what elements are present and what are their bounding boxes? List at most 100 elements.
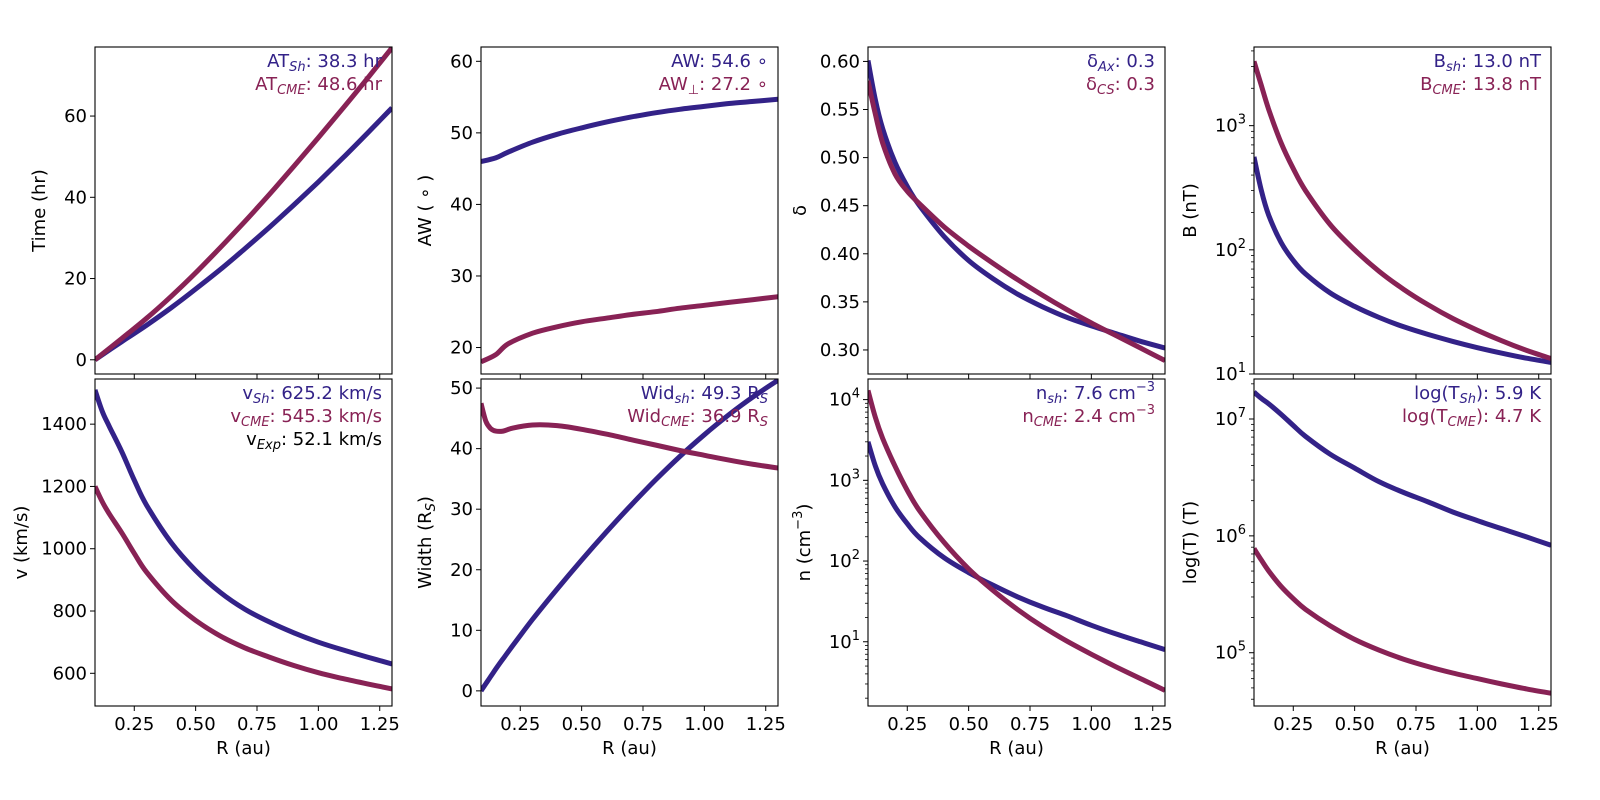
text-span: Wid bbox=[627, 406, 661, 427]
text-span: v bbox=[242, 383, 253, 404]
y-tick-label: 1400 bbox=[41, 414, 87, 435]
text-span: ): 5.9 K bbox=[1476, 383, 1542, 404]
y-tick-label: 10 bbox=[450, 620, 473, 641]
x-tick-label: 0.50 bbox=[1335, 714, 1375, 735]
x-axis-label: R (au) bbox=[989, 738, 1044, 759]
text-span: ⊥ bbox=[688, 83, 699, 98]
y-tick-label: 105 bbox=[1215, 640, 1246, 664]
y-tick-label: 0.50 bbox=[820, 148, 860, 169]
text-span: CME bbox=[661, 415, 690, 430]
series-line-cme bbox=[95, 485, 392, 692]
series-line-shock bbox=[95, 389, 392, 667]
y-tick-label: 600 bbox=[53, 663, 87, 684]
text-span: : 7.6 cm bbox=[1062, 383, 1136, 404]
annotation-cme: log(TCME): 4.7 K bbox=[1402, 406, 1542, 430]
x-tick-label: 1.25 bbox=[360, 714, 400, 735]
panel-width: 0.25 0.50 0.75 1.00 1.25 R (au) 0 10 20 30 40 50 Wid… bbox=[415, 378, 786, 759]
series-line-cme bbox=[1254, 60, 1551, 361]
text-span: : 52.1 km/s bbox=[281, 429, 382, 450]
annotation-cme: nCME: 2.4 cm−3 bbox=[1022, 403, 1155, 430]
y-axis-label: AW ( ∘ ) bbox=[415, 175, 436, 247]
y-tick-label: 107 bbox=[1215, 406, 1246, 430]
curves bbox=[95, 47, 392, 362]
y-axis-label: B (nT) bbox=[1180, 183, 1201, 238]
x-tick-label: 1.25 bbox=[746, 714, 786, 735]
text-span: CME bbox=[277, 83, 306, 98]
text-span: 3 bbox=[1238, 113, 1246, 128]
axes-frame bbox=[867, 378, 1166, 707]
series-line-shock bbox=[868, 441, 1165, 652]
x-tick-label: 1.00 bbox=[684, 714, 724, 735]
text-span: v bbox=[246, 429, 257, 450]
text-span: S bbox=[760, 392, 768, 407]
annotation-shock: Bsh: 13.0 nT bbox=[1434, 51, 1542, 75]
y-tick-label: 60 bbox=[64, 106, 87, 127]
x-tick-label: 0.75 bbox=[1396, 714, 1436, 735]
y-axis-label: Time (hr) bbox=[29, 169, 50, 253]
text-span: B bbox=[1434, 51, 1446, 72]
text-span: 4 bbox=[852, 387, 860, 402]
text-span: : 27.2 ∘ bbox=[699, 74, 768, 95]
text-span: Wid bbox=[641, 383, 675, 404]
series-line-shock bbox=[481, 379, 778, 693]
x-tick-label: 1.00 bbox=[1457, 714, 1497, 735]
annotation-shock: AW: 54.6 ∘ bbox=[671, 51, 768, 72]
annotation-text: vExp: 52.1 km/s bbox=[246, 429, 382, 453]
y-tick-label: 0.40 bbox=[820, 244, 860, 265]
y-tick-label: 20 bbox=[64, 269, 87, 290]
y-tick-label: 106 bbox=[1215, 523, 1246, 547]
y-tick-label: 0 bbox=[462, 681, 473, 702]
curves bbox=[481, 379, 778, 693]
text-span: −3 bbox=[791, 511, 806, 530]
text-span: n (cm bbox=[794, 530, 815, 582]
series-line-cme bbox=[1254, 547, 1551, 696]
text-span: sh bbox=[1446, 60, 1461, 75]
x-tick-label: 1.25 bbox=[1133, 714, 1173, 735]
y-tick-label: 20 bbox=[450, 560, 473, 581]
text-span: Sh bbox=[253, 392, 270, 407]
curves bbox=[868, 60, 1165, 363]
y-tick-label: 102 bbox=[1215, 237, 1246, 261]
annotation-shock: nsh: 7.6 cm−3 bbox=[1036, 380, 1155, 407]
y-axis-label: log(T) (T) bbox=[1180, 501, 1201, 584]
x-axis-label: R (au) bbox=[216, 738, 271, 759]
y-tick-label: 30 bbox=[450, 499, 473, 520]
curves bbox=[1254, 390, 1551, 696]
text-span: : 13.8 nT bbox=[1461, 74, 1542, 95]
text-span: 10 bbox=[829, 470, 852, 491]
series-line-cme bbox=[481, 402, 778, 471]
x-tick-label: 0.50 bbox=[176, 714, 216, 735]
text-span: 10 bbox=[1215, 409, 1238, 430]
curves bbox=[868, 389, 1165, 693]
y-tick-label: 0 bbox=[76, 350, 87, 371]
series-line-cme bbox=[95, 47, 392, 362]
y-tick-label: 0.35 bbox=[820, 292, 860, 313]
text-span: Sh bbox=[1460, 392, 1477, 407]
text-span: Ax bbox=[1097, 60, 1115, 75]
series-line-cme bbox=[868, 80, 1165, 363]
series-line-shock bbox=[95, 106, 392, 362]
text-span: : 0.3 bbox=[1115, 74, 1155, 95]
text-span: : 38.3 hr bbox=[306, 51, 383, 72]
x-tick-label: 1.00 bbox=[298, 714, 338, 735]
y-tick-label: 20 bbox=[450, 338, 473, 359]
y-tick-label: 60 bbox=[450, 51, 473, 72]
y-tick-label: 0.55 bbox=[820, 100, 860, 121]
annotation-cme: ATCME: 48.6 hr bbox=[255, 74, 382, 98]
y-tick-label: 30 bbox=[450, 266, 473, 287]
y-tick-label: 101 bbox=[1215, 361, 1246, 385]
text-span: 5 bbox=[1238, 640, 1246, 655]
y-tick-label: 1200 bbox=[41, 476, 87, 497]
y-tick-label: 101 bbox=[829, 629, 860, 653]
text-span: 10 bbox=[1215, 116, 1238, 137]
x-tick-label: 0.50 bbox=[949, 714, 989, 735]
text-span: 10 bbox=[1215, 240, 1238, 261]
x-tick-label: 0.25 bbox=[500, 714, 540, 735]
text-span: CME bbox=[241, 415, 270, 430]
annotation-cme: δCS: 0.3 bbox=[1086, 74, 1155, 98]
text-span: sh bbox=[675, 392, 690, 407]
text-span: 3 bbox=[852, 467, 860, 482]
